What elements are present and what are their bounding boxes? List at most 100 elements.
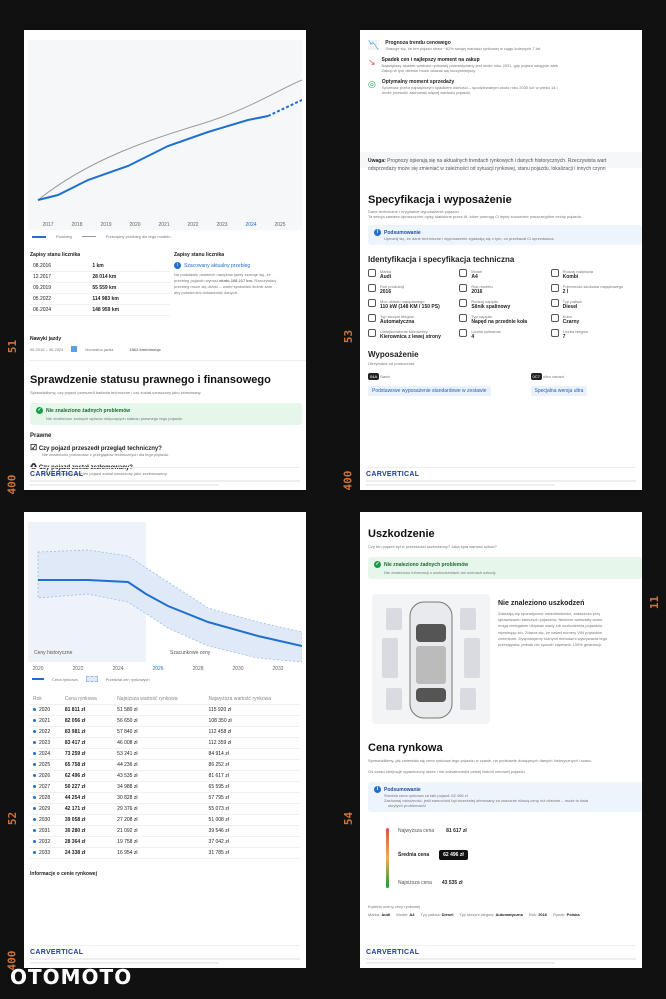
- film-number: 54: [342, 811, 356, 826]
- film-number: 11: [648, 595, 662, 610]
- table-row: 2021 82 056 zł 56 650 zł 108 350 zł: [30, 715, 300, 727]
- historical-label: Ceny historyczne: [34, 650, 73, 656]
- x-tick-label: 2028: [192, 666, 203, 672]
- spec-value: Kierownica z lewej strony: [380, 334, 441, 340]
- x-tick-label: 2018: [71, 222, 82, 228]
- price-cell: 24 338 zł: [61, 847, 115, 859]
- drop-text: Zakup w tym okresie może okazać się korz…: [381, 68, 476, 73]
- spec-label: Umiejscowienie kierownicy: [380, 329, 428, 334]
- steering-icon: [368, 329, 376, 337]
- calendar-icon: [368, 284, 376, 292]
- price-cell: 73 259 zł: [61, 748, 115, 760]
- estimate-text: Na podstawie ostatnich nawyków jazdy sza…: [174, 272, 304, 296]
- no-damage-line: mogą niełegalnie ukrywać wady lub uszkod…: [498, 623, 603, 629]
- year-value: 2031: [39, 828, 51, 834]
- estimate-link[interactable]: Szacowany aktualny przebieg: [184, 262, 251, 269]
- year-value: 2020: [39, 707, 51, 713]
- year-value: 2027: [39, 784, 51, 790]
- anomaly-title: Zapisy stanu licznika: [174, 252, 225, 258]
- drop-icon: ↘: [368, 57, 376, 67]
- cylinder-icon: [459, 329, 468, 337]
- high-cell: 115 920 zł: [205, 704, 300, 716]
- row-dot: [33, 708, 36, 712]
- low-cell: 44 236 zł: [114, 759, 206, 771]
- spec-label: Rodzaj nadwozia: [562, 269, 594, 274]
- criteria-key: Rynek:: [553, 912, 566, 917]
- answer-inspection: Nie znaleziono protokołów z przeglądów t…: [42, 452, 170, 457]
- spec-item: Rok modelu 2016: [459, 284, 550, 295]
- drive-icon: [459, 314, 468, 322]
- low-cell: 34 988 zł: [114, 781, 206, 793]
- trend-text: Szacuje się, że ten pojazd straci ~62% s…: [385, 46, 541, 51]
- x-tick-label: 2017: [42, 222, 53, 228]
- criteria-key: Marka:: [368, 912, 381, 917]
- high-cell: 108 350 zł: [205, 715, 300, 727]
- equip-subtitle: Otrzymane od producenta: [368, 361, 415, 366]
- habits-swatch: [71, 346, 78, 352]
- no-damage-line: zmienione. Dysponujemy różnymi metodami …: [498, 635, 608, 641]
- odometer-title: Zapisy stanu licznika: [30, 252, 81, 258]
- table-header: Najwyższa wartość rynkowa: [205, 694, 300, 705]
- criteria-item: Rok: 2016: [529, 912, 547, 917]
- table-row: 2020 81 811 zł 51 580 zł 115 920 zł: [30, 704, 300, 716]
- spec-subtitle: Dane techniczne i oryginalne wyposażenie…: [368, 209, 460, 214]
- spec-item: Typ paliwa Diesel: [550, 299, 642, 310]
- table-row: 2032 28 364 zł 19 758 zł 37 042 zł: [30, 836, 300, 848]
- spec-summary-box: i Podsumowanie Upewnij się, że dane techn…: [368, 225, 642, 245]
- sell-icon: ◎: [368, 79, 376, 89]
- recycle-icon: ♻: [30, 462, 38, 471]
- spec-item: Marka Audi: [368, 269, 459, 280]
- price-table: Rok Cena rynkowa Najniższa wartość rynkowa…: [30, 694, 300, 859]
- note-text: odsprzedaży może się zmieniać w zależnoś…: [368, 165, 606, 172]
- year-cell: 2028: [30, 792, 62, 804]
- drop-text: Największy spadek wartości rynkowej prze…: [381, 63, 559, 68]
- criteria-value: Polska: [566, 912, 580, 917]
- legend-swatch: [32, 678, 44, 680]
- row-dot: [33, 851, 36, 855]
- year-value: 2021: [39, 718, 51, 724]
- summary-text: Zachowaj ostrożność, jeśli samochód był …: [384, 798, 589, 803]
- year-cell: 2032: [30, 836, 62, 848]
- spec-item: Liczba biegów 7: [550, 329, 642, 340]
- high-cell: 86 252 zł: [205, 759, 300, 771]
- low-cell: 29 376 zł: [114, 803, 206, 815]
- ok-title: Nie znaleziono żadnych problemów: [384, 561, 469, 568]
- x-tick-label: 2024: [112, 666, 123, 672]
- estimate-line: Na podstawie ostatnich nawyków jazdy sza…: [174, 272, 271, 277]
- row-dot: [33, 785, 36, 789]
- x-tick-label: 2023: [216, 222, 227, 228]
- year-cell: 2022: [30, 726, 62, 738]
- price-scale: Najwyższa cena 81 617 zł Średnia cena 62 4…: [380, 824, 630, 896]
- spec-label: Liczba cylindrów: [471, 329, 501, 334]
- average-label: Średnia cena: [398, 852, 430, 858]
- price-info-title: Informacje o cenie rynkowej: [30, 871, 97, 877]
- year-cell: 2026: [30, 770, 62, 782]
- criteria-value: Diesel: [441, 912, 454, 917]
- high-cell: 84 914 zł: [205, 748, 300, 760]
- inspection-icon: ☑: [30, 443, 38, 452]
- spec-item: Umiejscowienie kierownicy Kierownica z le…: [368, 329, 459, 340]
- table-header: Najniższa wartość rynkowa: [114, 694, 206, 705]
- year-value: 2026: [39, 773, 51, 779]
- criteria-list: Marka: Audi Model: A4 Typ paliwa: Diesel Ty…: [368, 912, 642, 917]
- highest-value: 81 617 zł: [446, 828, 467, 834]
- film-number: 400: [5, 474, 19, 495]
- spec-value: Diesel: [562, 304, 578, 310]
- spec-label: Typ paliwa: [562, 299, 582, 304]
- equip-name: Basic: [380, 374, 391, 379]
- year-cell: 2020: [30, 704, 62, 716]
- price-cell: 83 417 zł: [61, 737, 115, 749]
- low-cell: 27 208 zł: [114, 814, 206, 826]
- drop-title: Spadek cen i najlepszy moment na zakup: [381, 57, 480, 63]
- mileage-chart: 2017 2018 2019 2020 2021 2022 2023 2024 2025: [28, 40, 303, 230]
- market-summary-box: i Podsumowanie Średnia cena rynkowa za ta…: [368, 782, 642, 812]
- spec-value: Automatyczna: [380, 319, 415, 325]
- high-cell: 112 359 zł: [205, 737, 300, 749]
- year-value: 2024: [39, 751, 51, 757]
- row-dot: [33, 752, 36, 756]
- habits-value: 1562 km/miesiąc: [129, 346, 161, 352]
- answer-scrapped: Nie ma informacji, aby ten pojazd został…: [42, 471, 168, 476]
- criteria-key: Model:: [396, 912, 409, 917]
- criteria-item: Typ paliwa: Diesel: [421, 912, 454, 917]
- high-cell: 81 617 zł: [205, 770, 300, 782]
